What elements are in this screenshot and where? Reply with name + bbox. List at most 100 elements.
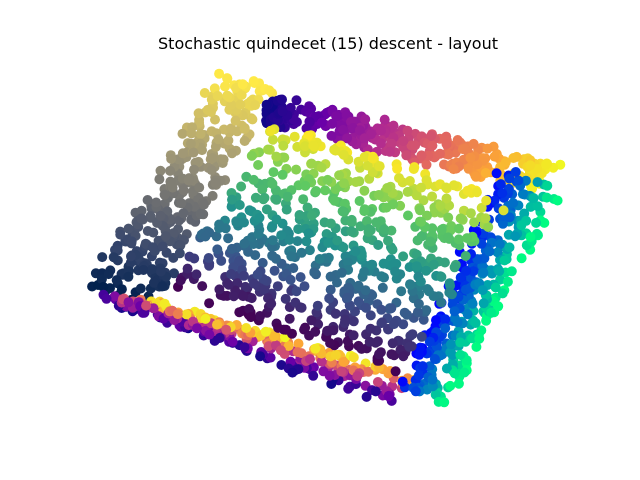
scatter-point-group-2 [398,136,409,146]
scatter-point-group-5 [396,286,407,297]
scatter-point-group-5 [483,222,494,232]
scatter-point-group-2 [426,130,437,141]
scatter-point-group-4 [427,374,438,385]
scatter-point-group-5 [288,263,299,274]
scatter-point-group-5 [394,173,404,183]
scatter-point-group-5 [415,276,426,287]
scatter-point-group-5 [266,298,277,309]
scatter-point-group-3 [221,324,232,335]
scatter-point-group-5 [339,198,350,209]
scatter-point-group-3 [109,291,120,302]
scatter-point-group-5 [383,235,393,246]
scatter-point-group-5 [303,228,314,239]
scatter-point-group-3 [204,329,215,340]
scatter-point-group-4 [462,309,473,320]
scatter-point-group-5 [389,258,400,269]
scatter-point-group-1 [239,136,250,146]
scatter-point-group-5 [267,134,278,145]
scatter-point-group-5 [296,247,307,258]
scatter-point-group-3 [239,342,250,353]
scatter-point-group-5 [377,317,388,328]
scatter-point-group-5 [471,187,482,198]
scatter-point-group-4 [429,354,440,364]
scatter-point-group-4 [461,265,472,276]
scatter-point-group-4 [504,173,515,184]
scatter-point-group-5 [325,218,336,229]
scatter-point-group-5 [282,191,293,202]
scatter-point-group-5 [203,253,214,263]
scatter-point-group-1 [142,226,153,236]
scatter-point-group-1 [157,241,168,252]
scatter-point-group-5 [304,245,315,256]
scatter-point-group-5 [231,217,242,228]
scatter-point-group-5 [356,343,367,354]
scatter-point-group-3 [101,293,112,304]
scatter-point-group-5 [212,244,223,255]
scatter-point-group-5 [271,151,282,162]
scatter-point-group-3 [141,300,152,311]
scatter-point-group-1 [174,248,185,259]
scatter-point-group-5 [303,130,314,141]
scatter-point-group-2 [508,153,519,163]
scatter-point-group-5 [379,224,390,235]
scatter-point-group-5 [416,216,426,227]
scatter-point-group-5 [407,329,418,340]
scatter-point-group-1 [108,252,119,263]
scatter-point-group-5 [498,205,509,216]
scatter-point-group-1 [115,229,126,240]
scatter-point-group-2 [421,159,432,170]
scatter-point-group-5 [248,174,259,185]
scatter-point-group-1 [188,147,199,158]
scatter-point-group-2 [379,114,390,125]
scatter-point-group-3 [363,366,374,377]
scatter-point-group-2 [316,117,327,128]
scatter-point-group-5 [405,279,416,290]
scatter-point-group-5 [239,238,250,249]
scatter-point-group-4 [441,363,452,374]
scatter-point-group-1 [147,264,158,275]
scatter-point-group-5 [197,281,208,292]
scatter-point-group-4 [397,376,408,387]
scatter-point-group-1 [155,165,166,176]
scatter-point-group-3 [308,370,319,381]
scatter-point-group-4 [504,212,515,223]
scatter-point-group-3 [361,391,372,402]
scatter-point-group-5 [330,308,341,319]
scatter-point-group-1 [116,284,127,295]
scatter-point-group-5 [392,163,403,174]
scatter-point-group-5 [462,233,473,244]
scatter-point-group-5 [408,164,419,174]
scatter-point-group-5 [453,223,464,234]
scatter-point-group-5 [388,319,399,330]
scatter-point-group-3 [214,333,225,343]
scatter-point-group-3 [287,367,298,378]
scatter-point-group-5 [238,291,249,302]
scatter-point-group-4 [504,242,515,253]
scatter-point-group-5 [422,210,432,221]
scatter-point-group-4 [552,195,563,206]
scatter-point-group-1 [220,81,230,92]
scatter-point-group-5 [200,231,211,242]
scatter-point-group-5 [191,269,202,280]
scatter-point-group-4 [506,266,517,277]
scatter-point-group-3 [372,377,383,387]
scatter-point-group-5 [245,312,256,323]
scatter-point-group-5 [435,200,446,211]
scatter-point-group-5 [306,315,317,326]
scatter-point-group-4 [410,386,421,397]
scatter-point-group-5 [373,240,384,250]
scatter-point-group-5 [281,204,292,215]
scatter-point-group-5 [362,160,373,171]
scatter-point-group-1 [168,228,179,239]
scatter-point-group-2 [359,133,370,144]
scatter-point-group-5 [250,192,261,203]
scatter-point-group-5 [272,281,283,292]
scatter-point-group-5 [281,324,291,335]
scatter-point-group-2 [468,138,479,149]
scatter-point-group-2 [326,130,337,141]
scatter-point-group-3 [255,351,266,362]
scatter-point-group-1 [186,128,197,139]
scatter-point-group-5 [267,178,278,189]
scatter-point-group-5 [377,282,388,293]
